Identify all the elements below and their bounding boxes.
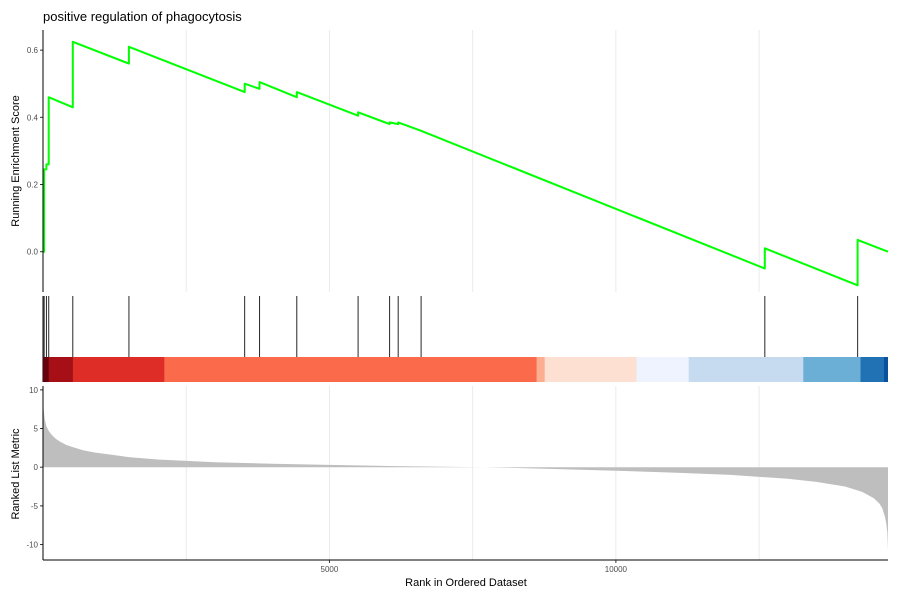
color-bar-segment	[860, 357, 884, 382]
x-tick-label: 10000	[605, 565, 628, 574]
color-bar-segment	[536, 357, 545, 382]
color-bar-segment	[48, 357, 73, 382]
color-bar-segment	[883, 357, 888, 382]
color-bar-segment	[164, 357, 537, 382]
running-score-panel: 0.0 0.2 0.4 0.6	[27, 30, 889, 292]
y-tick-label: 0.2	[27, 181, 39, 190]
color-bar-segment	[636, 357, 689, 382]
y-tick-label: -5	[31, 502, 39, 511]
ranked-metric-area	[43, 386, 888, 551]
color-bar-segment	[43, 357, 49, 382]
y-tick-label: 10	[29, 386, 38, 395]
ranked-metric-panel: 10 5 0 -5 -10 5000 10000	[26, 386, 888, 574]
color-bar-segment	[688, 357, 804, 382]
color-bar-segment	[803, 357, 861, 382]
y-tick-label: 5	[34, 425, 39, 434]
x-axis-label: Rank in Ordered Dataset	[405, 577, 527, 589]
plot-title: positive regulation of phagocytosis	[43, 9, 242, 24]
y-tick-label: 0	[34, 463, 39, 472]
running-score-ylabel: Running Enrichment Score	[10, 95, 22, 226]
rank-color-bar	[43, 357, 888, 382]
color-bar-segment	[544, 357, 637, 382]
y-tick-label: 0.4	[27, 113, 39, 122]
y-tick-label: 0.0	[27, 248, 39, 257]
running-score-line	[43, 40, 889, 287]
y-tick-label: -10	[26, 541, 38, 550]
ranked-metric-ylabel: Ranked List Metric	[10, 428, 22, 520]
color-bar-segment	[72, 357, 165, 382]
x-tick-label: 5000	[321, 565, 339, 574]
y-tick-label: 0.6	[27, 46, 39, 55]
